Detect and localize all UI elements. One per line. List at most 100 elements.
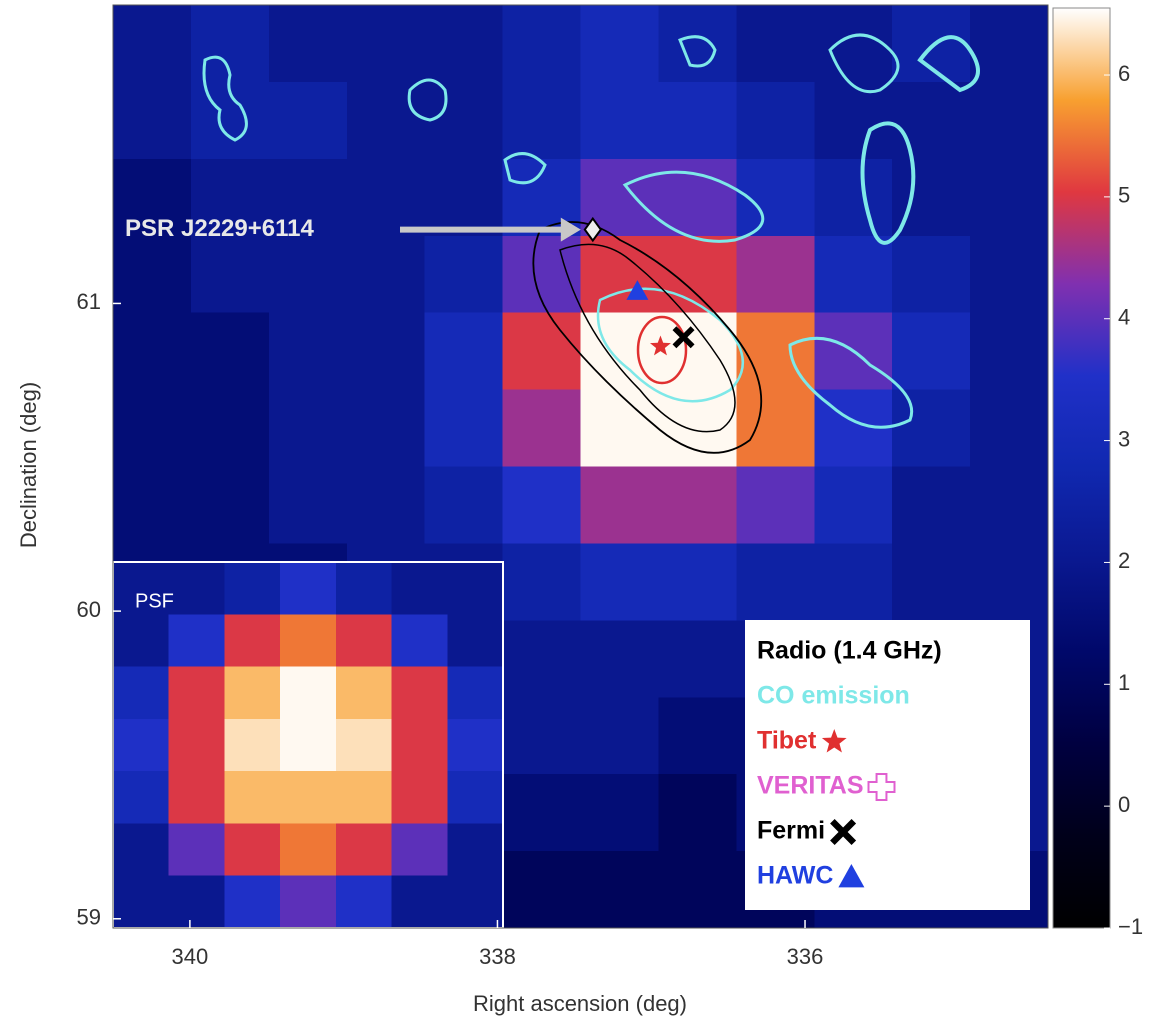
pixel: [580, 620, 659, 698]
pixel: [658, 466, 737, 544]
y-axis-label: Declination (deg): [16, 382, 41, 548]
pixel: [970, 466, 1048, 544]
pixel: [346, 5, 426, 83]
pixel: [346, 466, 426, 544]
pixel: [970, 543, 1048, 621]
pixel: [391, 666, 448, 720]
pixel: [335, 875, 393, 929]
pixel: [892, 543, 971, 621]
pixel: [280, 666, 337, 720]
inset-label: PSF: [135, 590, 174, 612]
pixel: [658, 158, 737, 237]
legend-marker: [838, 864, 865, 888]
pixel: [447, 875, 504, 929]
pixel: [346, 389, 426, 467]
pixel: [280, 718, 337, 772]
pixel: [113, 5, 192, 83]
pixel: [190, 158, 270, 237]
pixel: [391, 771, 448, 824]
pixel: [658, 774, 737, 852]
colorbar-tick-label: 3: [1118, 426, 1130, 451]
pixel: [970, 312, 1048, 391]
pixel: [502, 620, 581, 698]
pixel: [970, 158, 1048, 237]
pixel: [113, 466, 192, 544]
pixel: [447, 771, 504, 824]
inset: PSF: [112, 561, 504, 929]
pixel: [113, 389, 192, 467]
pixel: [424, 5, 504, 83]
pixel: [814, 543, 893, 621]
pixel: [224, 614, 281, 668]
colorbar-tick-label: 1: [1118, 670, 1130, 695]
pixel: [814, 158, 893, 237]
error-circle: [636, 315, 688, 385]
legend-label: HAWC: [757, 862, 833, 890]
legend-marker: [821, 729, 847, 753]
pixel: [658, 389, 737, 467]
pixel: [391, 875, 448, 929]
legend: [745, 620, 1030, 910]
pixel: [892, 389, 971, 467]
pixel: [268, 389, 348, 467]
pixel: [335, 666, 393, 720]
pixel: [970, 389, 1048, 467]
pixel: [970, 81, 1048, 160]
x-axis-label: Right ascension (deg): [473, 991, 687, 1016]
pixel: [892, 312, 971, 391]
pixel: [224, 875, 281, 929]
pixel: [168, 666, 225, 720]
legend-label: Tibet: [757, 727, 817, 755]
plot-frame: [112, 4, 1049, 929]
pixel: [814, 235, 893, 314]
pixel: [335, 614, 393, 668]
pixel: [502, 697, 581, 775]
radio-contour: [532, 221, 763, 454]
pixel: [190, 466, 270, 544]
marker: [650, 335, 671, 356]
pixel: [391, 718, 448, 772]
pixel: [580, 851, 659, 928]
pixel: [346, 81, 426, 160]
pixel: [280, 614, 337, 668]
pixel: [814, 81, 893, 160]
colorbar-tick-label: 2: [1118, 548, 1130, 573]
pixel: [168, 771, 225, 824]
pixel: [168, 823, 225, 877]
pixel: [113, 875, 170, 929]
pixel: [502, 466, 581, 544]
y-tick-label: 59: [77, 905, 101, 930]
pixel: [190, 389, 270, 467]
pulsar-marker: [583, 216, 603, 243]
pixel: [424, 81, 504, 160]
co-contour: [860, 35, 980, 245]
pixel: [346, 158, 426, 237]
pixel: [346, 312, 426, 391]
pixel: [424, 158, 504, 237]
co-contour: [678, 33, 900, 93]
pixel: [447, 718, 504, 772]
pixel: [391, 823, 448, 877]
pixel: [268, 466, 348, 544]
pixel: [658, 851, 737, 928]
legend-label: VERITAS: [757, 772, 864, 800]
pixel: [113, 823, 170, 877]
pixel: [168, 718, 225, 772]
pixel: [447, 562, 504, 615]
colorbar-tick-label: 0: [1118, 792, 1130, 817]
pixel: [391, 614, 448, 668]
colorbar-tick-label: 4: [1118, 305, 1130, 330]
co-contour: [407, 78, 448, 122]
colorbar: [1052, 7, 1111, 929]
pixel: [190, 312, 270, 391]
pixel: [502, 389, 581, 467]
pixel: [268, 312, 348, 391]
heatmap: [113, 5, 1048, 928]
co-contour: [788, 336, 913, 429]
pixel: [447, 823, 504, 877]
pixel: [424, 235, 504, 314]
pixel: [168, 562, 225, 615]
pixel: [113, 562, 170, 615]
pixel: [814, 5, 893, 83]
